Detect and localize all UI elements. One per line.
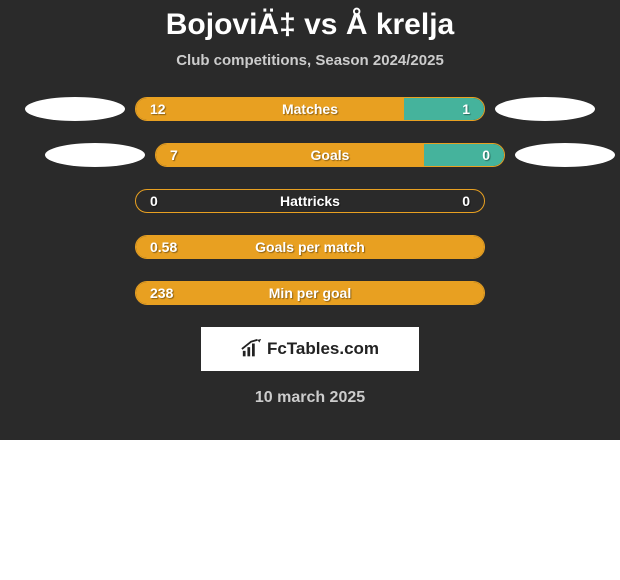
stat-value-left: 7	[170, 147, 178, 163]
logo-text: FcTables.com	[267, 339, 379, 359]
stat-row: 7 Goals 0	[0, 143, 620, 167]
stat-bar-right-fill	[424, 144, 504, 166]
stat-row: 0.58 Goals per match	[0, 235, 620, 259]
site-logo[interactable]: FcTables.com	[201, 327, 419, 371]
stat-label: Hattricks	[280, 193, 340, 209]
stat-bar: 238 Min per goal	[135, 281, 485, 305]
player-avatar-right	[515, 143, 615, 167]
stat-value-right: 0	[462, 193, 470, 209]
player-avatar-left	[25, 97, 125, 121]
player-avatar-left	[45, 143, 145, 167]
stat-bar: 7 Goals 0	[155, 143, 505, 167]
stat-bar: 12 Matches 1	[135, 97, 485, 121]
stat-bar: 0 Hattricks 0	[135, 189, 485, 213]
stat-bar-left-fill	[136, 98, 404, 120]
stat-row: 238 Min per goal	[0, 281, 620, 305]
stat-bar: 0.58 Goals per match	[135, 235, 485, 259]
page-subtitle: Club competitions, Season 2024/2025	[0, 52, 620, 69]
stat-label: Min per goal	[269, 285, 351, 301]
stat-label: Goals per match	[255, 239, 365, 255]
stat-row: 0 Hattricks 0	[0, 189, 620, 213]
stat-value-right: 1	[462, 101, 470, 117]
stat-rows-container: 12 Matches 1 7 Goals 0 0 Hattricks 0 0.58 Goals pe…	[0, 97, 620, 305]
stat-value-right: 0	[482, 147, 490, 163]
stat-label: Matches	[282, 101, 338, 117]
stat-value-left: 12	[150, 101, 166, 117]
stat-row: 12 Matches 1	[0, 97, 620, 121]
stat-value-left: 0.58	[150, 239, 177, 255]
chart-icon	[241, 339, 263, 359]
footer-date: 10 march 2025	[0, 389, 620, 407]
stat-bar-left-fill	[156, 144, 424, 166]
stat-label: Goals	[311, 147, 350, 163]
stat-value-left: 0	[150, 193, 158, 209]
player-avatar-right	[495, 97, 595, 121]
stat-value-left: 238	[150, 285, 173, 301]
page-title: BojoviÄ‡ vs Å krelja	[0, 8, 620, 42]
comparison-card: BojoviÄ‡ vs Å krelja Club competitions, …	[0, 0, 620, 440]
stat-bar-right-fill	[404, 98, 484, 120]
